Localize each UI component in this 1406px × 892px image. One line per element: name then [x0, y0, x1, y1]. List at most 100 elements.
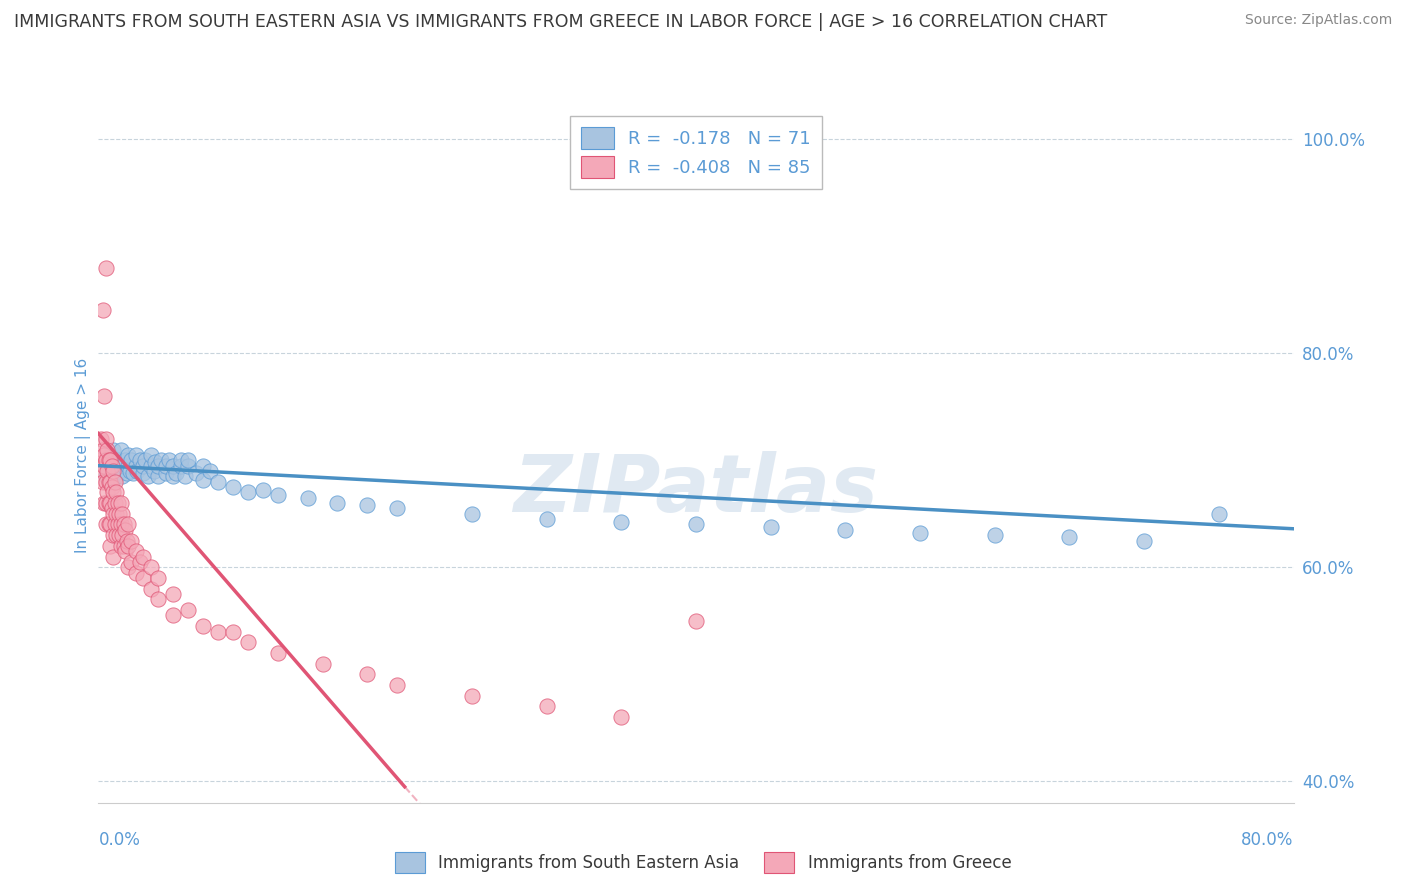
Point	[120, 555, 142, 569]
Point	[97, 453, 120, 467]
Point	[983, 528, 1005, 542]
Point	[143, 455, 166, 469]
Point	[174, 469, 197, 483]
Point	[101, 475, 124, 489]
Point	[97, 475, 120, 489]
Point	[139, 560, 162, 574]
Point	[97, 496, 120, 510]
Point	[134, 453, 156, 467]
Point	[94, 453, 117, 467]
Point	[97, 464, 120, 478]
Point	[117, 539, 139, 553]
Point	[93, 458, 115, 473]
Point	[356, 498, 378, 512]
Point	[103, 442, 125, 457]
Point	[98, 496, 122, 510]
Point	[103, 458, 125, 473]
Point	[132, 571, 155, 585]
Point	[162, 587, 184, 601]
Point	[207, 624, 229, 639]
Point	[252, 483, 274, 498]
Point	[94, 469, 117, 483]
Point	[267, 646, 290, 660]
Point	[114, 453, 136, 467]
Point	[97, 517, 120, 532]
Point	[1133, 533, 1156, 548]
Point	[110, 539, 132, 553]
Point	[94, 517, 117, 532]
Point	[155, 466, 177, 480]
Point	[103, 528, 125, 542]
Point	[110, 458, 132, 473]
Point	[115, 533, 138, 548]
Text: IMMIGRANTS FROM SOUTH EASTERN ASIA VS IMMIGRANTS FROM GREECE IN LABOR FORCE | AG: IMMIGRANTS FROM SOUTH EASTERN ASIA VS IM…	[14, 13, 1108, 31]
Point	[125, 544, 148, 558]
Point	[107, 517, 129, 532]
Point	[101, 501, 124, 516]
Point	[1208, 507, 1230, 521]
Point	[101, 458, 124, 473]
Point	[162, 608, 184, 623]
Point	[139, 448, 162, 462]
Point	[385, 678, 409, 692]
Point	[101, 480, 124, 494]
Point	[162, 458, 184, 473]
Point	[177, 453, 200, 467]
Point	[107, 496, 129, 510]
Point	[155, 458, 177, 473]
Point	[136, 469, 159, 483]
Point	[121, 466, 143, 480]
Point	[139, 582, 162, 596]
Legend: Immigrants from South Eastern Asia, Immigrants from Greece: Immigrants from South Eastern Asia, Immi…	[388, 846, 1018, 880]
Point	[148, 571, 170, 585]
Point	[103, 485, 125, 500]
Point	[685, 614, 707, 628]
Point	[115, 466, 138, 480]
Point	[96, 464, 118, 478]
Point	[93, 389, 115, 403]
Point	[297, 491, 319, 505]
Point	[111, 507, 134, 521]
Point	[98, 517, 122, 532]
Point	[117, 458, 139, 473]
Point	[98, 539, 122, 553]
Point	[132, 466, 155, 480]
Point	[96, 442, 118, 457]
Point	[461, 507, 484, 521]
Text: 80.0%: 80.0%	[1241, 830, 1294, 848]
Point	[110, 442, 132, 457]
Point	[125, 448, 148, 462]
Point	[108, 507, 131, 521]
Point	[120, 533, 142, 548]
Point	[169, 458, 191, 473]
Point	[191, 473, 214, 487]
Point	[111, 528, 134, 542]
Point	[169, 453, 191, 467]
Point	[117, 517, 139, 532]
Point	[908, 526, 931, 541]
Point	[111, 469, 134, 483]
Point	[112, 539, 135, 553]
Point	[125, 458, 148, 473]
Point	[1059, 530, 1081, 544]
Point	[125, 566, 148, 580]
Point	[104, 475, 127, 489]
Point	[118, 464, 141, 478]
Point	[114, 523, 136, 537]
Point	[356, 667, 378, 681]
Point	[105, 507, 128, 521]
Legend: R =  -0.178   N = 71, R =  -0.408   N = 85: R = -0.178 N = 71, R = -0.408 N = 85	[571, 116, 821, 189]
Point	[107, 453, 129, 467]
Point	[222, 624, 245, 639]
Point	[98, 475, 122, 489]
Point	[90, 453, 112, 467]
Point	[132, 458, 155, 473]
Text: 0.0%: 0.0%	[98, 830, 141, 848]
Point	[184, 466, 207, 480]
Point	[94, 260, 117, 275]
Point	[139, 458, 162, 473]
Point	[129, 555, 152, 569]
Point	[142, 464, 165, 478]
Point	[103, 549, 125, 564]
Point	[120, 453, 142, 467]
